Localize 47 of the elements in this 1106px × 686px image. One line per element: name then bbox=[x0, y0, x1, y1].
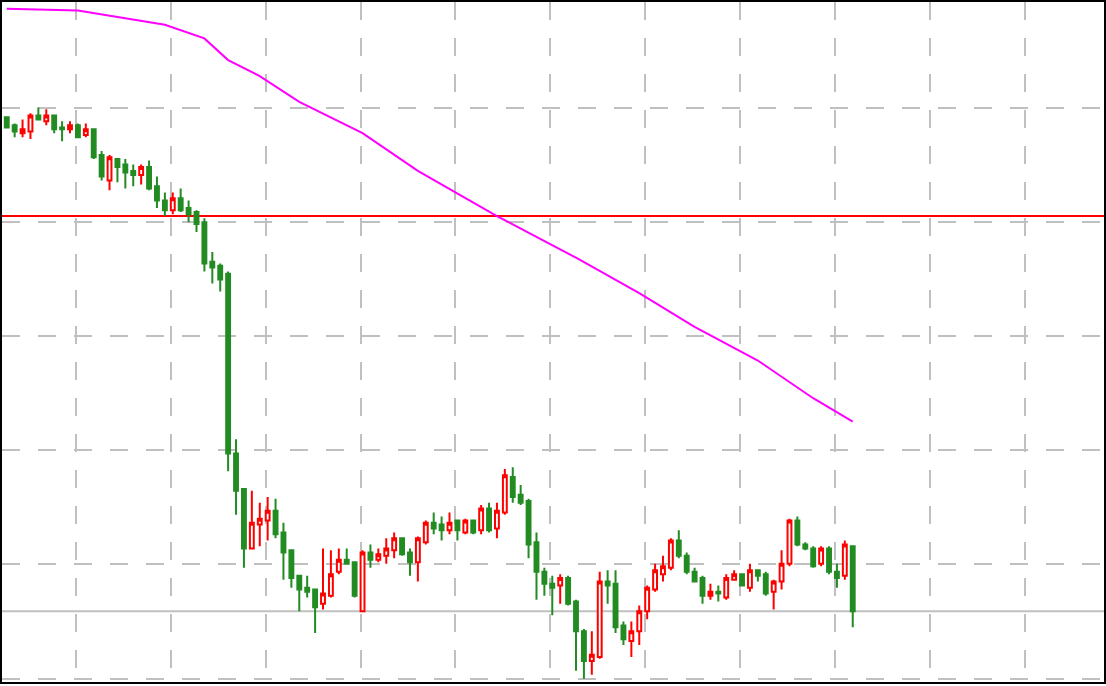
candlestick bbox=[549, 574, 556, 617]
candlestick bbox=[818, 545, 825, 568]
candlestick bbox=[486, 501, 492, 534]
candlestick bbox=[841, 539, 848, 581]
candlestick bbox=[454, 519, 461, 542]
candlestick bbox=[27, 112, 34, 140]
candlestick bbox=[747, 562, 753, 593]
candlestick bbox=[810, 545, 817, 569]
candlestick bbox=[509, 466, 516, 504]
candlestick bbox=[51, 114, 58, 135]
candlestick bbox=[739, 573, 745, 587]
candlestick bbox=[74, 122, 81, 139]
candlestick bbox=[177, 187, 184, 214]
candlestick bbox=[367, 543, 374, 569]
candlestick bbox=[762, 570, 769, 597]
candlestick bbox=[430, 511, 437, 536]
candlestick bbox=[43, 108, 50, 127]
candlestick bbox=[699, 574, 706, 605]
candlestick bbox=[478, 504, 485, 536]
candlestick bbox=[723, 573, 730, 601]
candlestick bbox=[391, 531, 398, 560]
candlestick bbox=[470, 519, 477, 536]
candlestick bbox=[264, 496, 271, 542]
candlestick bbox=[707, 582, 714, 601]
candlestick bbox=[35, 106, 42, 121]
candlestick bbox=[320, 547, 326, 611]
candlestick bbox=[19, 118, 26, 139]
candlestick bbox=[67, 120, 73, 135]
candlestick bbox=[849, 545, 856, 629]
candlestick bbox=[248, 489, 255, 550]
candlestick bbox=[446, 511, 453, 536]
candlestick bbox=[122, 157, 129, 190]
candlestick bbox=[3, 116, 10, 129]
candlestick bbox=[138, 163, 145, 186]
candlestick bbox=[82, 122, 89, 139]
candlestick bbox=[715, 584, 722, 603]
candlestick bbox=[383, 537, 390, 565]
candlestick bbox=[557, 573, 564, 605]
candlestick bbox=[438, 515, 445, 542]
candlestick bbox=[335, 547, 342, 576]
candlestick bbox=[114, 157, 121, 184]
candlestick bbox=[794, 515, 801, 548]
candlestick bbox=[462, 517, 469, 536]
candlestick bbox=[59, 120, 66, 143]
candlestick bbox=[106, 153, 113, 192]
candlestick bbox=[11, 122, 18, 139]
candlestick bbox=[130, 163, 137, 188]
